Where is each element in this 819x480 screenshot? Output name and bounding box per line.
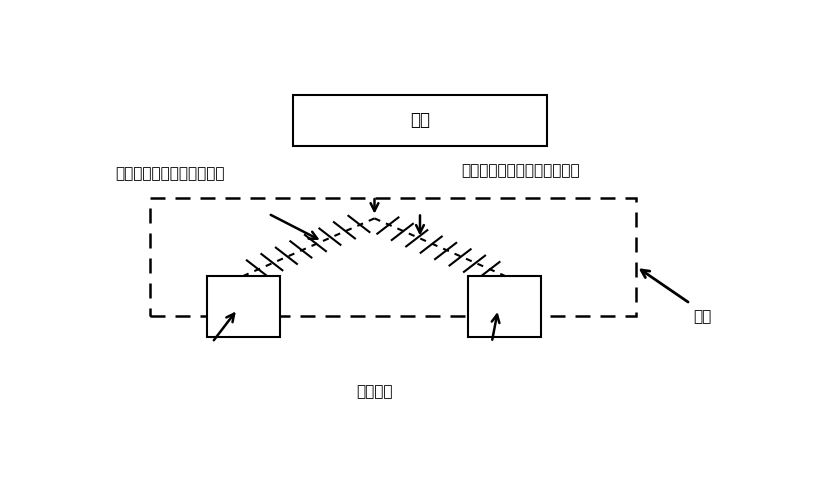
Text: 希土類六ホウ化物ナノワイヤ: 希土類六ホウ化物ナノワイヤ <box>461 163 580 178</box>
Text: 陰極: 陰極 <box>410 111 430 130</box>
Bar <box>468 276 541 336</box>
Text: 加熱電極: 加熱電極 <box>355 384 392 399</box>
Bar <box>150 198 636 316</box>
Bar <box>207 276 280 336</box>
Text: タングステンフィラメント: タングステンフィラメント <box>115 167 224 181</box>
Bar <box>293 95 547 146</box>
Text: 陽極: 陽極 <box>693 309 711 324</box>
